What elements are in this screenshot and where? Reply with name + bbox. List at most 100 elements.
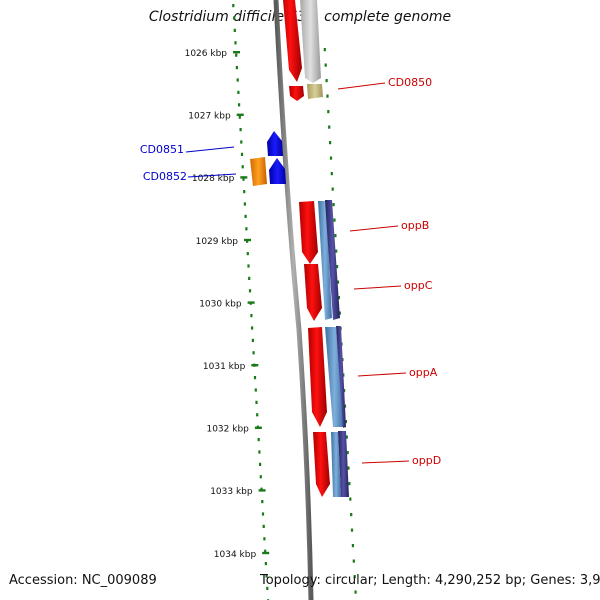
gene-label-oppa[interactable]: oppA <box>409 366 438 379</box>
orf-arrow-cd0850[interactable] <box>307 84 323 99</box>
ruler-dot <box>246 239 249 243</box>
ruler-dot <box>243 190 246 194</box>
feature-track-dot <box>330 172 333 176</box>
ruler-dot <box>265 574 268 578</box>
feature-track-dot <box>349 497 352 501</box>
ruler-dot <box>263 537 266 541</box>
ruler-tick-mark <box>244 238 251 242</box>
gene-label-cd0851[interactable]: CD0851 <box>140 143 184 156</box>
blast-arrow-oppb-navy[interactable] <box>325 200 340 320</box>
ruler-tick-label: 1027 kbp <box>188 112 231 122</box>
ruler-dot <box>233 28 236 32</box>
ruler-dot <box>235 66 238 70</box>
feature-track-dot <box>336 280 340 284</box>
ruler-dot <box>247 264 250 268</box>
label-leaders <box>185 82 410 464</box>
ruler-dot <box>243 202 246 206</box>
feature-track-dot <box>324 63 327 67</box>
cds-arrow-oppb[interactable] <box>299 201 318 264</box>
feature-track-dot <box>336 265 339 269</box>
blast-arrow-oppb-steel[interactable] <box>318 201 332 320</box>
feature-track-dot <box>346 451 349 455</box>
ruler-dot <box>250 314 253 318</box>
ruler-tick-mark <box>247 301 255 304</box>
blast-arrow-oppd-navy[interactable] <box>338 431 349 497</box>
gene-arrow-cd0850[interactable] <box>300 0 321 83</box>
leader-cd0851 <box>185 146 235 153</box>
feature-track-dot <box>338 311 341 315</box>
feature-track-dot <box>331 187 334 191</box>
ruler-dot <box>235 53 238 57</box>
ruler-dot <box>254 388 257 392</box>
leader-oppb <box>349 225 399 232</box>
cds-arrow-cd0850[interactable] <box>281 0 302 82</box>
gene-label-cd0852[interactable]: CD0852 <box>143 170 187 183</box>
ruler-tick-label: 1033 kbp <box>210 487 253 497</box>
feature-track-dot <box>333 218 336 222</box>
cds-arrow-oppd[interactable] <box>313 432 330 497</box>
ruler-dot <box>242 177 245 181</box>
ruler-dot <box>262 524 265 528</box>
ruler-dot <box>259 462 262 466</box>
gene-label-oppc[interactable]: oppC <box>404 279 433 292</box>
feature-track-dot <box>345 435 348 439</box>
ruler-tick-mark <box>254 426 262 429</box>
ruler-dot <box>264 562 267 566</box>
ruler-dot <box>253 376 257 380</box>
reverse-arrow-cd0852-blue[interactable] <box>269 158 286 184</box>
leader-oppd <box>361 460 410 464</box>
ruler-dot <box>248 289 252 293</box>
ruler-dot <box>241 165 244 169</box>
feature-track-dot <box>334 234 337 238</box>
gene-label-oppd[interactable]: oppD <box>412 454 441 467</box>
ruler-dot <box>232 4 235 8</box>
cds-arrow-cd0850-b[interactable] <box>289 86 304 101</box>
gene-label-oppb[interactable]: oppB <box>401 219 429 232</box>
leader-oppc <box>353 285 402 290</box>
feature-track-dot <box>350 528 354 532</box>
ruler-tick-mark <box>236 113 244 116</box>
feature-track-dot <box>332 203 335 207</box>
map-title: Clostridium difficile 630, complete geno… <box>148 9 452 25</box>
ruler-dot <box>257 438 260 442</box>
ruler-tick-mark <box>251 364 259 367</box>
ruler-ticks: 1026 kbp 1027 kbp 1028 kbp 1029 kbp 1030 kbp… <box>185 49 270 560</box>
outer-feature-track <box>323 48 357 594</box>
ruler-dot <box>244 214 247 218</box>
feature-track-dot <box>347 466 350 470</box>
cds-arrow-oppa[interactable] <box>308 327 327 427</box>
feature-track-dot <box>335 249 338 253</box>
ruler-dot <box>234 41 237 45</box>
ruler-tick-label: 1030 kbp <box>199 299 242 309</box>
genome-backbone <box>273 0 314 600</box>
gene-label-cd0850[interactable]: CD0850 <box>388 76 432 89</box>
feature-track-dot <box>329 141 332 145</box>
feature-arrows <box>250 0 349 497</box>
ruler-tick-mark <box>262 551 270 555</box>
ruler-dot <box>248 276 251 280</box>
ruler-tick-label: 1032 kbp <box>206 425 249 435</box>
reverse-arrow-cd0851[interactable] <box>267 131 283 156</box>
gene-labels: CD0850 CD0851 CD0852 oppB oppC oppA oppD <box>140 76 441 467</box>
feature-track-dot <box>351 544 354 548</box>
feature-track-dot <box>350 513 353 517</box>
cds-arrow-oppc[interactable] <box>304 264 322 321</box>
ruler-dot <box>246 252 249 256</box>
reverse-arrow-cd0852-orange[interactable] <box>250 157 267 186</box>
feature-track-dot <box>337 296 340 300</box>
ruler-dot <box>240 140 243 144</box>
ruler-dot <box>258 450 261 454</box>
leader-oppa <box>357 372 407 377</box>
ruler-dot <box>251 326 254 330</box>
leader-cd0850 <box>337 82 386 90</box>
ruler-tick-label: 1026 kbp <box>185 49 228 59</box>
ruler-dot <box>252 351 255 355</box>
ruler-dot <box>238 115 241 119</box>
blast-arrow-oppa-navy[interactable] <box>336 326 346 428</box>
blast-arrow-oppd-steel[interactable] <box>331 432 341 497</box>
ruler-dot <box>261 500 264 504</box>
blast-arrow-oppa-steel[interactable] <box>325 327 344 427</box>
ruler-dot <box>251 338 254 342</box>
